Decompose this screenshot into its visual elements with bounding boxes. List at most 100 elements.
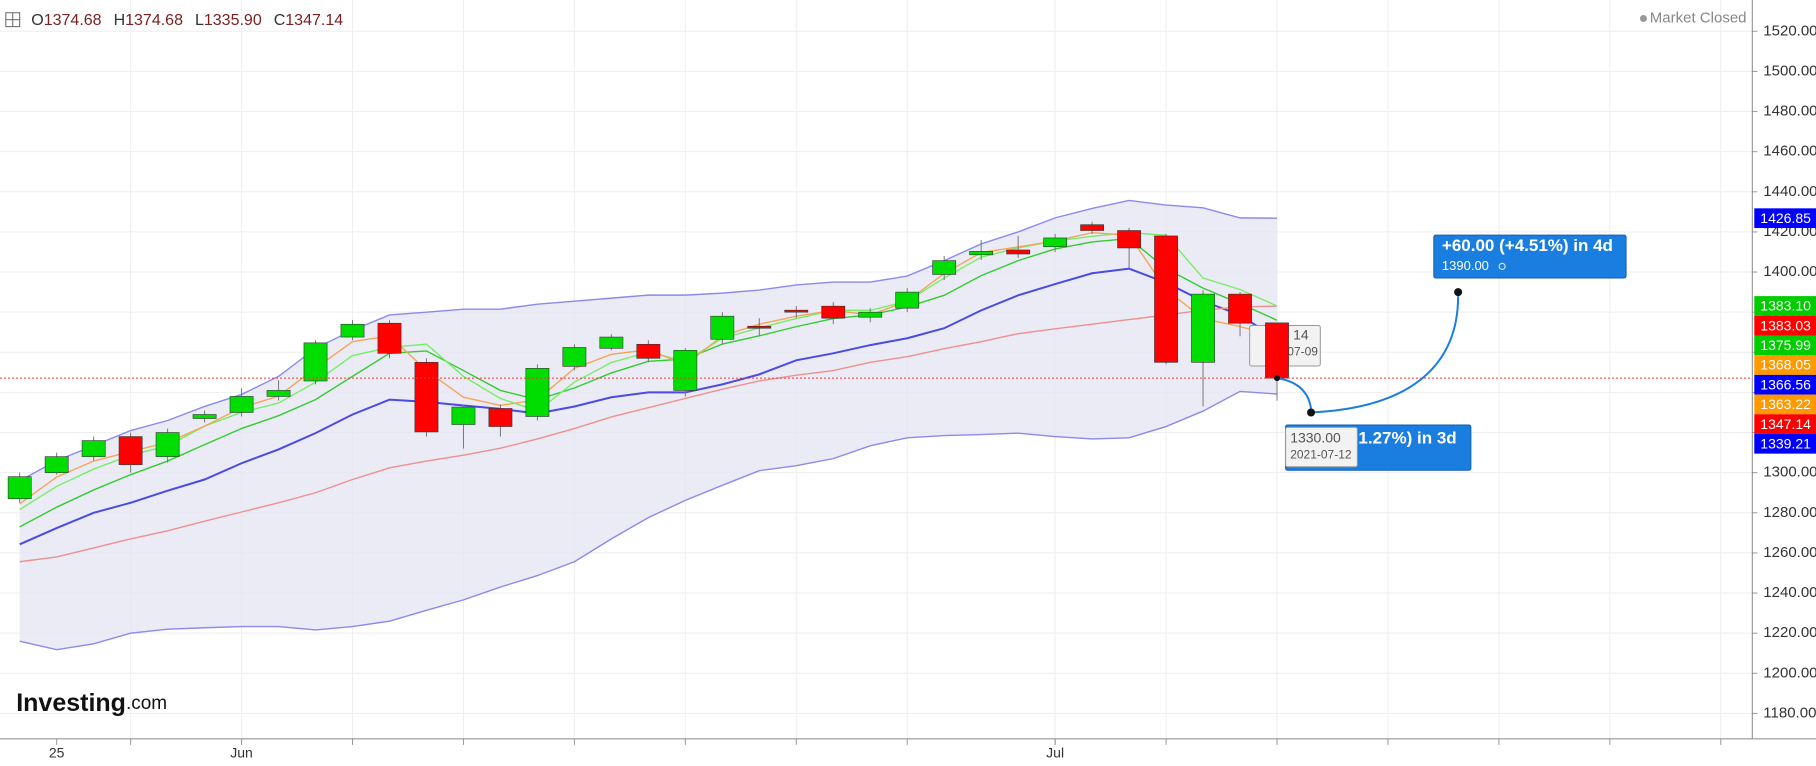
candle-body bbox=[340, 323, 365, 338]
price-tag: 1426.85 bbox=[1754, 208, 1816, 229]
candle-body bbox=[1228, 293, 1252, 324]
ohlc-value: 1347.14 bbox=[285, 12, 343, 29]
price-tag-label: 1368.05 bbox=[1760, 357, 1811, 373]
price-tag-label: 1375.99 bbox=[1760, 337, 1811, 353]
price-tag-box bbox=[1754, 374, 1816, 395]
y-tick-label: 1500.00 bbox=[1763, 62, 1816, 79]
y-tick-label: 1240.00 bbox=[1763, 584, 1816, 601]
market-status: Market Closed bbox=[1650, 9, 1747, 26]
price-tag-box bbox=[1754, 335, 1816, 356]
candle-body bbox=[7, 476, 32, 500]
y-tick-label: 1480.00 bbox=[1763, 103, 1816, 120]
annotation-box bbox=[1433, 234, 1627, 279]
price-tag: 1363.22 bbox=[1754, 394, 1816, 415]
indicator-line bbox=[19, 199, 1278, 482]
candle-body bbox=[525, 368, 550, 417]
forecast-point bbox=[1307, 408, 1316, 417]
y-tick-label: 1180.00 bbox=[1763, 704, 1816, 721]
price-tag-label: 1347.14 bbox=[1760, 416, 1811, 432]
close-point bbox=[1274, 375, 1281, 382]
tooltip-price: 1330.00 bbox=[1290, 430, 1341, 446]
price-tag-box bbox=[1754, 315, 1816, 336]
candle-body bbox=[747, 325, 772, 329]
candle-body bbox=[414, 362, 439, 433]
candle-body bbox=[192, 414, 217, 419]
price-tag-box bbox=[1754, 208, 1816, 229]
price-tag-label: 1426.85 bbox=[1760, 210, 1811, 226]
brand-logo: Investing.com bbox=[16, 689, 167, 717]
price-tag: 1347.14 bbox=[1754, 414, 1816, 434]
price-tag-label: 1383.10 bbox=[1760, 298, 1811, 314]
annotation-title: -1.27%) in 3d bbox=[1353, 428, 1457, 447]
y-tick-label: 1260.00 bbox=[1763, 544, 1816, 561]
ohlc-key: L bbox=[195, 12, 204, 29]
price-tag-box bbox=[1754, 414, 1816, 434]
indicator-line bbox=[19, 390, 1278, 651]
ohlc-value: 1335.90 bbox=[204, 12, 262, 29]
x-tick-label: 25 bbox=[49, 745, 65, 761]
status-dot bbox=[1639, 15, 1647, 23]
price-tag-label: 1366.56 bbox=[1760, 376, 1811, 392]
candle-body bbox=[155, 432, 180, 457]
ohlc-key: C bbox=[274, 12, 286, 29]
annotation-price: 1390.00 bbox=[1442, 258, 1489, 273]
tooltip-price: 14 bbox=[1293, 327, 1309, 343]
annotation-title: +60.00 (+4.51%) in 4d bbox=[1442, 236, 1613, 255]
ohlc-key: H bbox=[114, 12, 126, 29]
candle-body bbox=[562, 347, 587, 367]
candle-body bbox=[599, 336, 624, 349]
brand-name: Investing bbox=[16, 689, 126, 717]
indicator-line bbox=[19, 267, 1278, 546]
candle-body bbox=[1154, 235, 1178, 363]
candle-body bbox=[1043, 237, 1068, 248]
candle-body bbox=[266, 390, 291, 397]
candle-body bbox=[636, 343, 661, 359]
x-tick-label: Jun bbox=[230, 745, 253, 761]
candle-body bbox=[895, 291, 920, 309]
ohlc-header: O1374.68 H1374.68 L1335.90 C1347.14 bbox=[31, 12, 343, 29]
price-tag: 1375.99 bbox=[1754, 335, 1816, 356]
y-tick-label: 1280.00 bbox=[1763, 504, 1816, 521]
tooltip-date: 07-09 bbox=[1287, 344, 1318, 358]
candle-body bbox=[784, 309, 809, 313]
price-tag-label: 1383.03 bbox=[1760, 317, 1811, 333]
ohlc-key: O bbox=[31, 12, 43, 29]
price-tag: 1368.05 bbox=[1754, 355, 1816, 375]
candle-body bbox=[932, 260, 957, 275]
x-tick-label: Jul bbox=[1046, 745, 1064, 761]
y-tick-label: 1200.00 bbox=[1763, 664, 1816, 681]
candle-body bbox=[1006, 249, 1031, 255]
y-tick-label: 1400.00 bbox=[1763, 263, 1816, 280]
candle-body bbox=[303, 342, 328, 382]
ohlc-value: 1374.68 bbox=[125, 12, 183, 29]
candle-body bbox=[710, 315, 735, 340]
price-tag-box bbox=[1754, 433, 1816, 454]
forecast-point bbox=[1454, 288, 1463, 297]
tooltip-box bbox=[1285, 426, 1358, 468]
price-tag-box bbox=[1754, 394, 1816, 415]
candle-body bbox=[1080, 224, 1104, 231]
candle-body bbox=[81, 440, 106, 457]
candle-body bbox=[488, 408, 513, 427]
candle-body bbox=[451, 406, 476, 425]
candle-body bbox=[44, 456, 69, 473]
y-tick-label: 1460.00 bbox=[1763, 143, 1816, 160]
candle-body bbox=[1265, 322, 1289, 379]
price-tag-box bbox=[1754, 296, 1816, 316]
forecast-arrow bbox=[1276, 377, 1313, 409]
ohlc-value: 1374.68 bbox=[44, 12, 102, 29]
price-tag: 1383.10 bbox=[1754, 296, 1816, 316]
price-tag-box bbox=[1754, 355, 1816, 375]
candle-body bbox=[1191, 293, 1215, 363]
y-tick-label: 1220.00 bbox=[1763, 624, 1816, 641]
price-tag-label: 1363.22 bbox=[1760, 396, 1811, 412]
price-tag: 1366.56 bbox=[1754, 374, 1816, 395]
candle-body bbox=[1117, 230, 1141, 249]
band-fill bbox=[19, 200, 1278, 650]
candle-body bbox=[858, 311, 883, 318]
candle-body bbox=[118, 436, 143, 465]
forecast-arrow bbox=[1310, 296, 1460, 414]
candle-body bbox=[229, 396, 254, 413]
tooltip-date: 2021-07-12 bbox=[1290, 447, 1352, 461]
